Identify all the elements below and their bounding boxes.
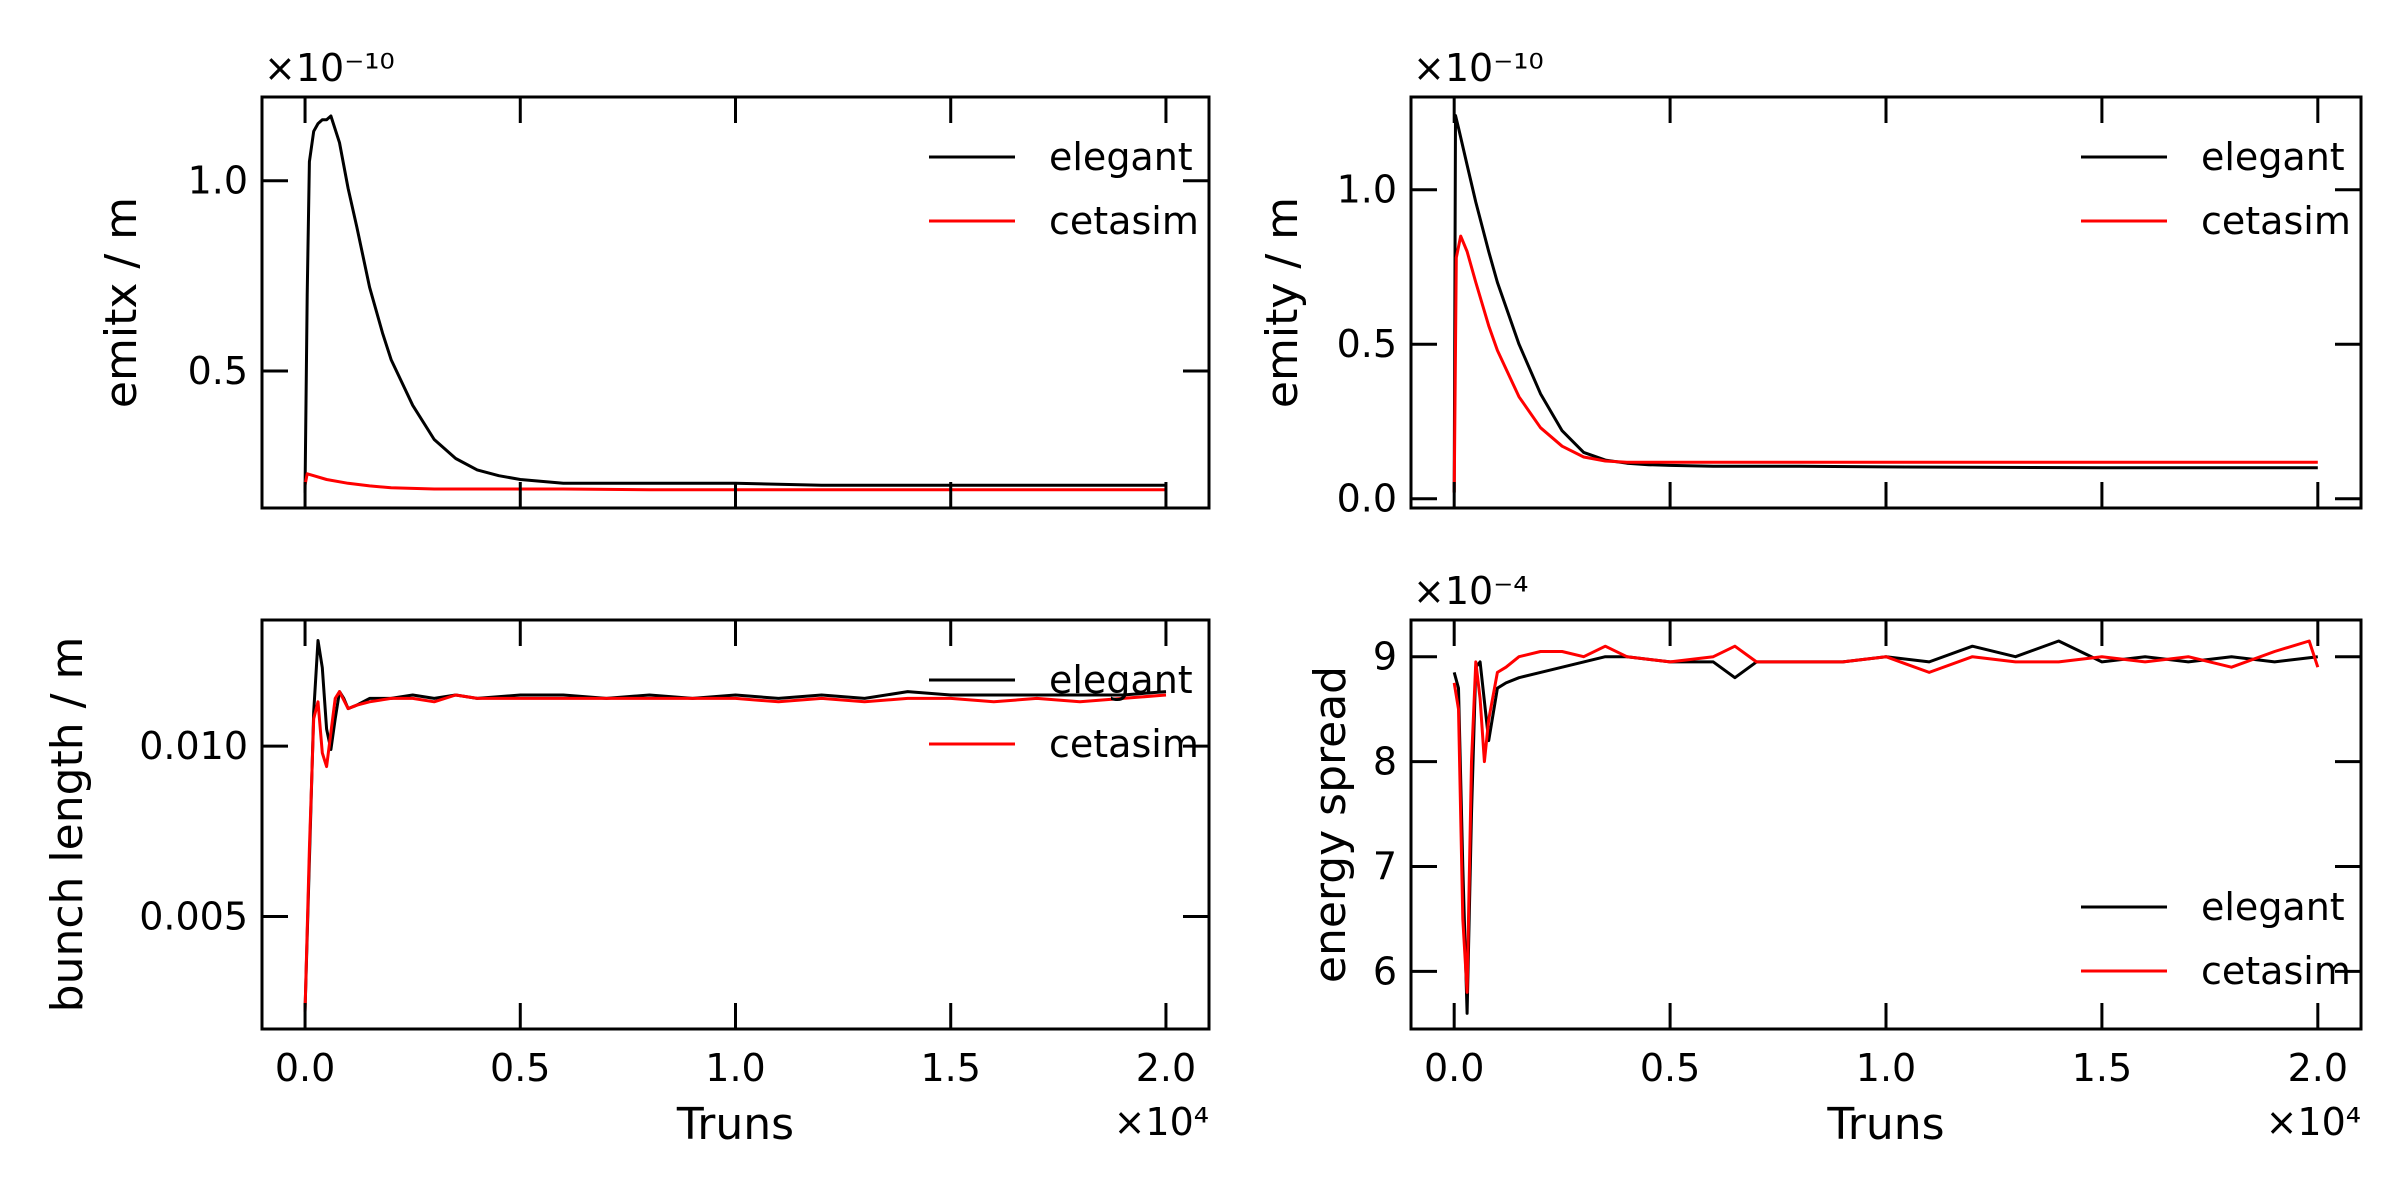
x-tick-label: 0.5 [1640,1046,1700,1090]
y-tick-label: 0.010 [139,724,248,768]
y-tick-label: 1.0 [1337,168,1397,212]
x-tick-label: 0.0 [275,1046,335,1090]
legend-label-cetasim: cetasim [2201,949,2351,993]
y-tick-label: 1.0 [188,159,248,203]
legend-label-elegant: elegant [1049,135,1193,179]
y-tick-label: 8 [1373,740,1397,784]
x-axis-label: Truns [1826,1099,1944,1150]
y-tick-label: 6 [1373,949,1397,993]
y-offset-text: ×10⁻¹⁰ [264,46,395,90]
y-tick-label: 9 [1373,635,1397,679]
x-tick-label: 0.0 [1424,1046,1484,1090]
series-line-cetasim [1452,234,2318,493]
y-offset-text: ×10⁻¹⁰ [1413,46,1544,90]
panel-emity: 0.0 0.5 1.0 emity / m ×10⁻¹⁰ elegant cetasim [1257,46,2363,521]
x-offset-text: ×10⁴ [1114,1100,1209,1144]
y-tick-label: 7 [1373,844,1397,888]
y-axis-label: bunch length / m [42,637,93,1013]
x-tick-label: 2.0 [1136,1046,1196,1090]
series-line-cetasim [1452,639,2320,994]
y-tick-label: 0.005 [139,895,248,939]
y-axis-label: energy spread [1305,666,1356,983]
legend-label-elegant: elegant [1049,658,1193,702]
series-line-elegant [1452,114,2318,493]
series-line-cetasim [303,472,1166,492]
x-tick-label: 2.0 [2288,1046,2348,1090]
legend-label-elegant: elegant [2201,885,2345,929]
x-tick-label: 1.0 [1856,1046,1916,1090]
series-line-elegant [303,114,1166,493]
y-axis-label: emity / m [1257,197,1308,408]
legend-label-elegant: elegant [2201,135,2345,179]
panel-bunch-length: 0.0 0.5 1.0 1.5 2.0 0.005 0.010 bunch length / … [42,618,1211,1150]
x-offset-text: ×10⁴ [2266,1100,2361,1144]
y-offset-text: ×10⁻⁴ [1413,569,1528,613]
x-tick-label: 1.5 [2072,1046,2132,1090]
y-tick-label: 0.5 [188,349,248,393]
x-tick-label: 1.5 [921,1046,981,1090]
x-tick-label: 1.0 [705,1046,765,1090]
panel-energy-spread: 0.0 0.5 1.0 1.5 2.0 6 7 8 9 energy spread Truns ×10… [1305,569,2363,1150]
legend-label-cetasim: cetasim [1049,722,1199,766]
panel-emitx: 0.5 1.0 emitx / m ×10⁻¹⁰ elegant cetasim [96,46,1211,510]
y-tick-label: 0.5 [1337,322,1397,366]
x-axis-label: Truns [676,1099,794,1150]
series-line-elegant [303,639,1167,1013]
y-tick-label: 0.0 [1337,477,1397,521]
series-line-cetasim [303,690,1167,1013]
legend-label-cetasim: cetasim [2201,199,2351,243]
x-tick-label: 0.5 [490,1046,550,1090]
y-axis-label: emitx / m [96,197,147,408]
series-line-elegant [1452,639,2318,1015]
legend-label-cetasim: cetasim [1049,199,1199,243]
